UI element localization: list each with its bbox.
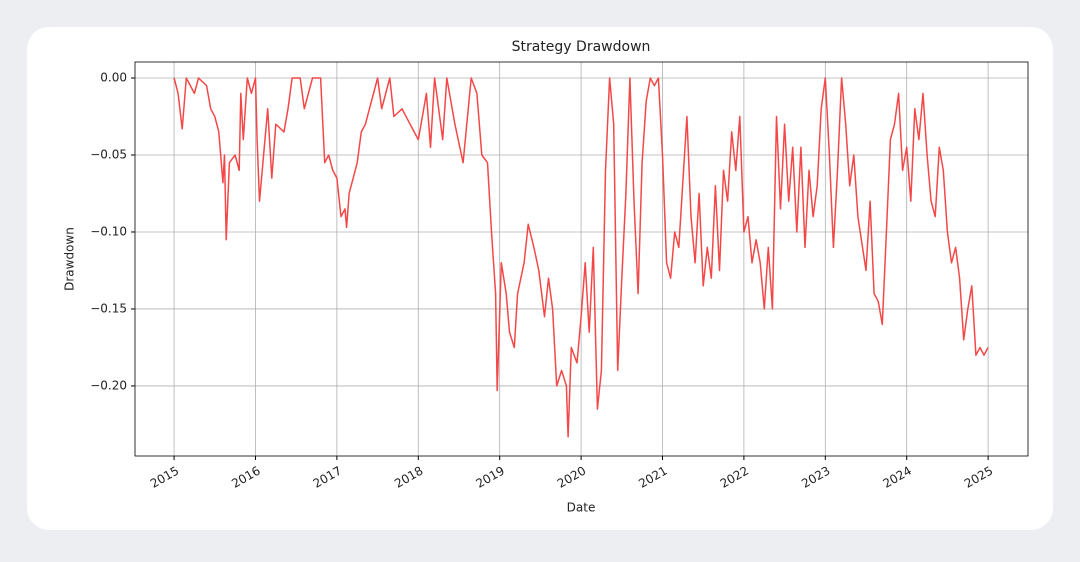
chart-title: Strategy Drawdown xyxy=(512,39,651,55)
plot-frame xyxy=(134,61,1029,457)
y-tick-label: −0.15 xyxy=(90,301,127,315)
y-axis-label: Drawdown xyxy=(63,227,77,291)
drawdown-line xyxy=(173,77,989,438)
y-tick-label: −0.20 xyxy=(90,378,127,392)
y-tick-label: −0.05 xyxy=(90,147,127,161)
x-axis-label: Date xyxy=(567,501,596,515)
y-tick-label: 0.00 xyxy=(100,71,127,85)
y-tick-label: −0.10 xyxy=(90,224,127,238)
